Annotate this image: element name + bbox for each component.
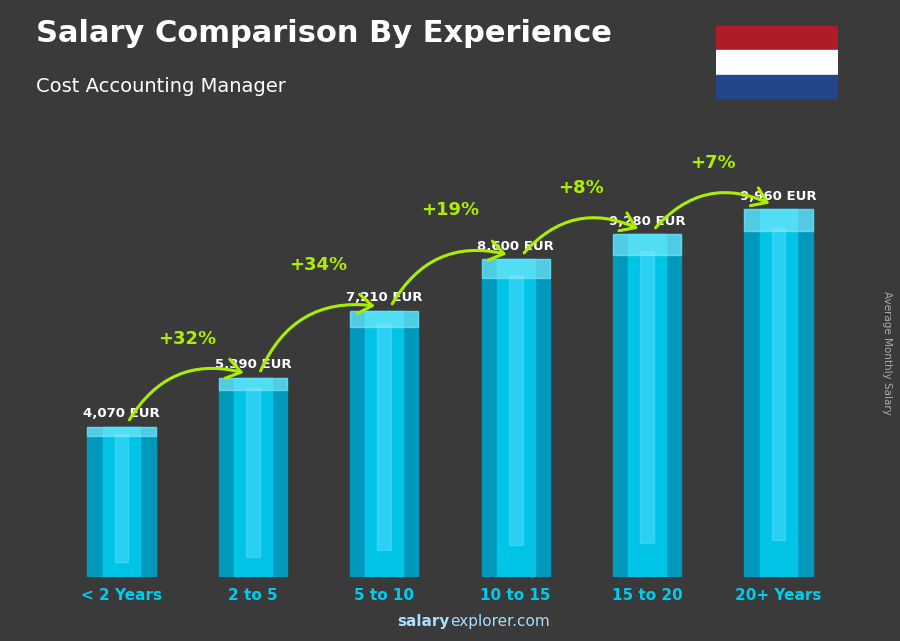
Bar [482,260,550,278]
Bar [497,260,535,577]
Text: Salary Comparison By Experience: Salary Comparison By Experience [36,19,612,48]
Bar [114,434,129,562]
Text: Cost Accounting Manager: Cost Accounting Manager [36,77,286,96]
Bar [716,75,838,99]
Bar [744,209,813,577]
Bar [716,50,838,75]
FancyArrowPatch shape [524,213,635,253]
Bar [219,378,287,577]
Bar [246,388,260,557]
Text: Average Monthly Salary: Average Monthly Salary [881,290,892,415]
FancyArrowPatch shape [392,241,504,304]
Bar [377,324,392,550]
Bar [613,234,681,255]
Bar [771,228,786,540]
Bar [234,378,272,577]
Bar [103,427,140,577]
Text: 8,600 EUR: 8,600 EUR [477,240,554,253]
Text: 9,280 EUR: 9,280 EUR [608,215,686,228]
Text: +32%: +32% [158,330,216,348]
Bar [350,311,418,327]
Text: 7,210 EUR: 7,210 EUR [346,291,422,304]
FancyArrowPatch shape [130,360,241,420]
Text: explorer.com: explorer.com [450,615,550,629]
Text: +19%: +19% [421,201,479,219]
Text: 4,070 EUR: 4,070 EUR [83,407,160,420]
Bar [744,209,813,231]
Text: salary: salary [398,615,450,629]
FancyArrowPatch shape [655,188,767,228]
Text: +34%: +34% [290,256,347,274]
Bar [482,260,550,577]
Text: 9,960 EUR: 9,960 EUR [741,190,817,203]
Bar [640,251,654,543]
Bar [350,311,418,577]
Text: +8%: +8% [559,179,604,197]
Bar [87,427,156,436]
Bar [87,427,156,577]
Bar [219,378,287,390]
FancyArrowPatch shape [260,294,373,371]
Bar [365,311,403,577]
Bar [508,275,523,545]
Bar [613,234,681,577]
Text: +7%: +7% [690,154,735,172]
Bar [760,209,797,577]
Bar [628,234,666,577]
Bar [716,26,838,50]
Text: 5,390 EUR: 5,390 EUR [214,358,292,371]
